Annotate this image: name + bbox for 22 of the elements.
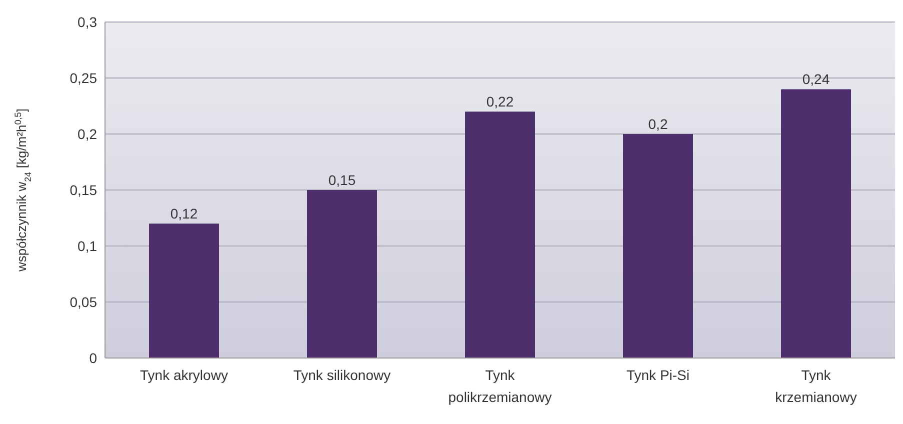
y-tick-label: 0 xyxy=(89,350,98,366)
x-tick-label: Tynk Pi-Si xyxy=(626,367,690,383)
y-tick-label: 0,2 xyxy=(78,126,98,142)
bar xyxy=(623,134,693,358)
bar xyxy=(149,224,219,358)
y-tick-label: 0,05 xyxy=(70,294,98,310)
y-tick-label: 0,25 xyxy=(70,70,98,86)
data-label: 0,24 xyxy=(802,71,830,88)
y-tick-label: 0,1 xyxy=(78,238,98,254)
data-label: 0,15 xyxy=(328,172,356,188)
y-tick-label: 0,3 xyxy=(78,14,98,30)
bar xyxy=(307,190,377,358)
x-tick-label: Tynk krzemianowy xyxy=(775,367,857,405)
data-label: 0,12 xyxy=(170,206,198,222)
bar xyxy=(465,112,535,358)
data-label: 0,22 xyxy=(486,94,514,110)
x-tick-label: Tynk akrylowy xyxy=(140,367,228,383)
data-label: 0,2 xyxy=(648,116,668,132)
x-tick-label: Tynk silikonowy xyxy=(293,367,391,383)
x-tick-label: Tynk polikrzemianowy xyxy=(448,367,552,405)
bar xyxy=(781,89,851,358)
y-tick-label: 0,15 xyxy=(70,182,98,198)
